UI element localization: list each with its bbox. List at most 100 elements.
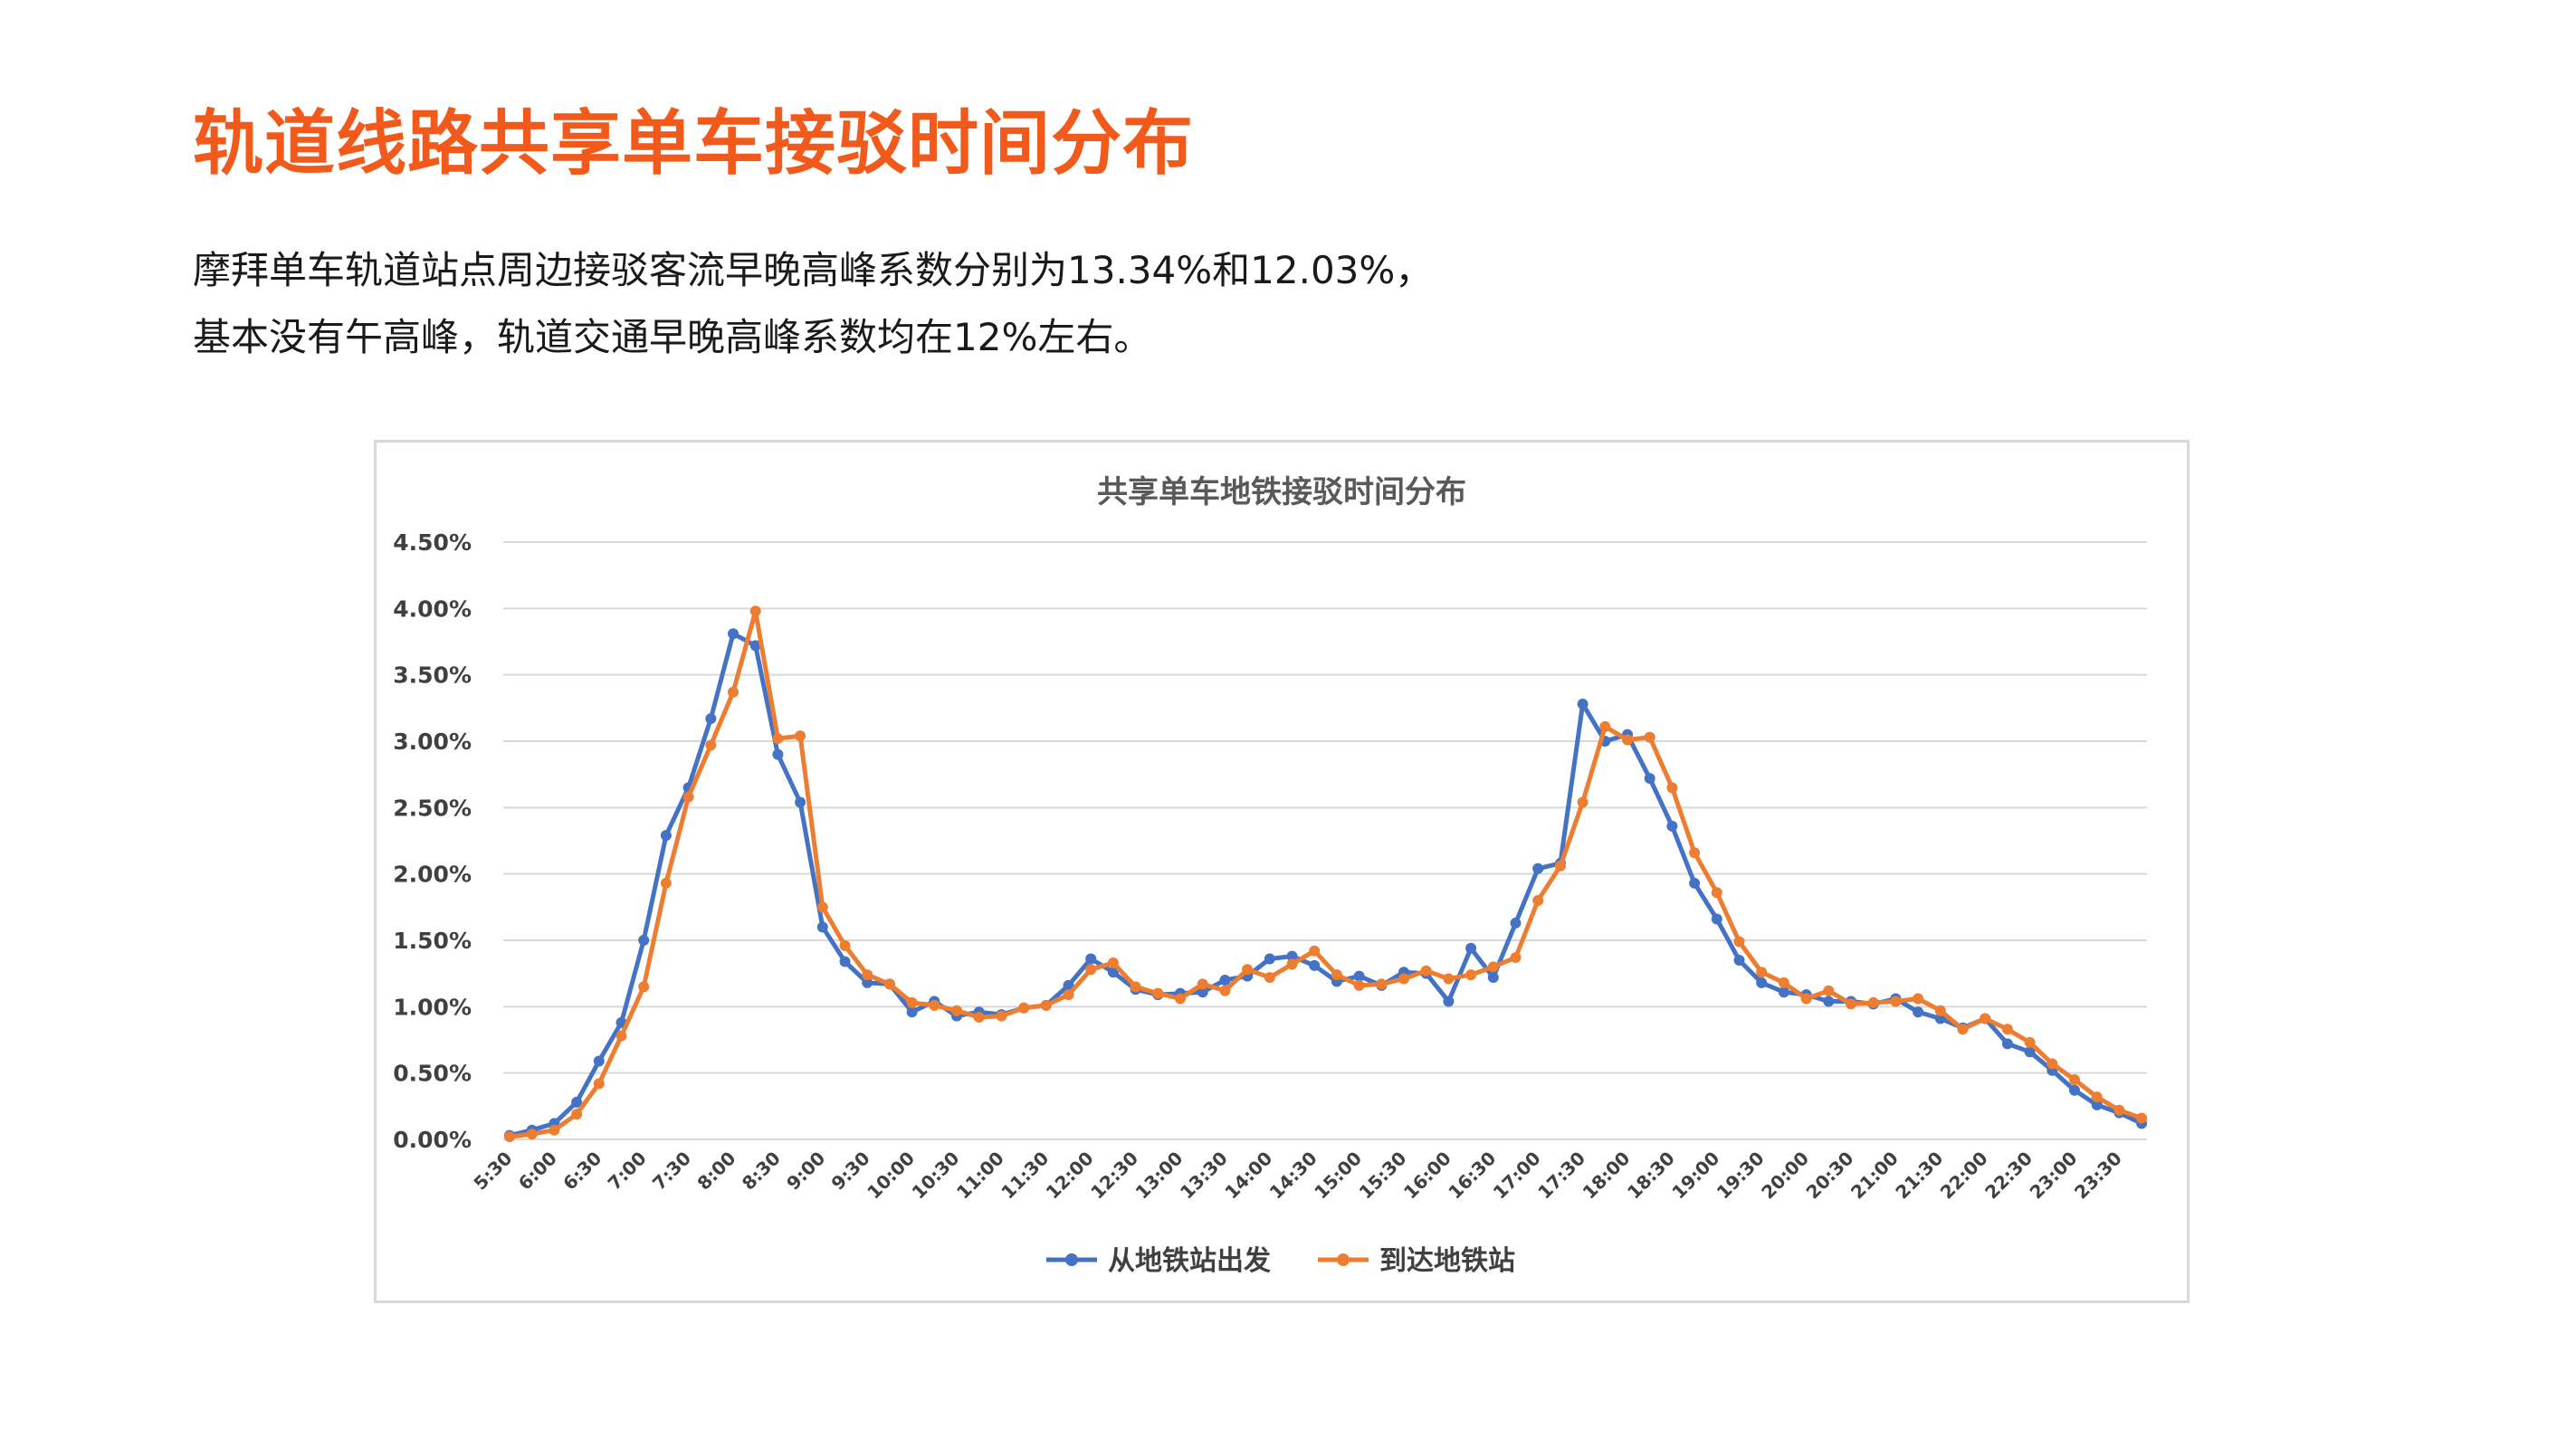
data-point <box>1309 959 1321 971</box>
chart-legend: 从地铁站出发 到达地铁站 <box>1046 1245 1515 1277</box>
data-point <box>1778 976 1789 988</box>
data-point <box>1398 973 1409 985</box>
data-point <box>1063 979 1074 991</box>
data-point <box>660 877 672 889</box>
data-point <box>1756 976 1768 988</box>
data-point <box>1890 996 1902 1007</box>
data-point <box>1487 972 1499 984</box>
data-point <box>1197 986 1208 998</box>
data-point <box>1846 998 1856 1010</box>
data-point <box>2069 1084 2080 1096</box>
data-point <box>2091 1091 2103 1103</box>
x-axis-ticks: 5:306:006:307:007:308:008:309:009:3010:0… <box>469 1148 2126 1204</box>
chart-frame: 共享单车地铁接驳时间分布 0.00% 0.50% 1.00% 1.50% 2.00% 2.… <box>374 440 2190 1303</box>
legend-item-1: 从地铁站出发 <box>1046 1245 1271 1277</box>
data-point <box>1733 936 1745 948</box>
data-point <box>1376 978 1388 990</box>
data-point <box>996 1010 1007 1022</box>
x-tick-label: 19:30 <box>1713 1148 1769 1204</box>
x-tick-label: 14:30 <box>1265 1148 1321 1204</box>
data-point <box>615 1030 627 1042</box>
data-point <box>839 956 851 967</box>
series-line <box>509 631 2143 1138</box>
data-point <box>862 976 873 988</box>
data-point <box>593 1055 605 1067</box>
data-point <box>1085 953 1097 965</box>
data-point <box>571 1096 583 1108</box>
data-point <box>1510 952 1522 964</box>
x-tick-label: 17:30 <box>1533 1148 1589 1204</box>
data-point <box>2024 1036 2036 1048</box>
data-point <box>2001 1024 2013 1035</box>
data-point <box>1599 720 1611 732</box>
data-point <box>929 999 940 1011</box>
x-tick-label: 11:00 <box>952 1148 1008 1204</box>
data-point <box>1644 731 1655 743</box>
x-tick-label: 22:00 <box>1936 1148 1992 1204</box>
x-tick-label: 22:30 <box>1980 1148 2037 1204</box>
x-tick-label: 20:30 <box>1802 1148 1858 1204</box>
data-point <box>816 921 828 933</box>
data-point <box>1219 985 1231 996</box>
legend-swatch-marker <box>1065 1253 1078 1266</box>
x-tick-label: 13:30 <box>1176 1148 1232 1204</box>
data-point <box>2136 1112 2148 1124</box>
x-tick-label: 5:30 <box>469 1148 516 1195</box>
data-point <box>504 1131 515 1143</box>
data-point <box>1980 1013 1991 1024</box>
data-point <box>1443 973 1455 985</box>
data-point <box>839 939 851 951</box>
y-tick-label: 4.00% <box>393 595 472 622</box>
data-point <box>2001 1038 2013 1050</box>
data-point <box>1622 734 1633 746</box>
data-point <box>1420 965 1432 976</box>
data-point <box>951 1005 962 1016</box>
x-tick-label: 20:00 <box>1757 1148 1813 1204</box>
data-point <box>1063 989 1074 1001</box>
x-tick-label: 9:00 <box>782 1148 829 1195</box>
data-point <box>638 981 650 993</box>
x-tick-label: 7:00 <box>604 1148 651 1195</box>
data-point <box>1353 979 1365 991</box>
data-point <box>1465 969 1477 981</box>
x-tick-label: 13:00 <box>1131 1148 1188 1204</box>
data-point <box>526 1129 538 1140</box>
x-tick-label: 8:30 <box>738 1148 785 1195</box>
data-point <box>1666 782 1678 794</box>
y-tick-label: 4.50% <box>393 529 472 556</box>
intro-line-2: 基本没有午高峰，轨道交通早晚高峰系数均在12%左右。 <box>193 315 1152 359</box>
data-point <box>1800 993 1812 1005</box>
data-point <box>772 748 784 760</box>
chart-title: 共享单车地铁接驳时间分布 <box>1097 474 1466 510</box>
data-point <box>1554 860 1566 872</box>
x-tick-label: 21:00 <box>1846 1148 1903 1204</box>
x-tick-label: 18:30 <box>1623 1148 1679 1204</box>
data-point <box>1510 917 1522 929</box>
line-chart: 共享单车地铁接驳时间分布 0.00% 0.50% 1.00% 1.50% 2.00% 2.… <box>393 474 2148 1277</box>
data-point <box>1107 967 1119 978</box>
legend-swatch-marker <box>1337 1253 1350 1266</box>
data-point <box>660 830 672 842</box>
data-point <box>906 996 918 1008</box>
data-point <box>1957 1024 1969 1035</box>
data-point <box>1644 773 1655 785</box>
data-point <box>1666 820 1678 832</box>
data-point <box>1197 978 1208 990</box>
data-point <box>705 713 717 725</box>
data-point <box>1353 970 1365 982</box>
x-tick-label: 8:00 <box>692 1148 739 1195</box>
x-tick-label: 16:00 <box>1399 1148 1455 1204</box>
x-tick-label: 10:30 <box>908 1148 964 1204</box>
legend-label: 从地铁站出发 <box>1108 1245 1271 1277</box>
data-point <box>795 796 806 808</box>
intro-line-1: 摩拜单车轨道站点周边接驳客流早晚高峰系数分别为13.34%和12.03%， <box>193 248 1434 292</box>
data-point <box>1733 955 1745 966</box>
data-point <box>1577 796 1589 808</box>
data-point <box>638 935 650 946</box>
data-point <box>1913 1006 1924 1018</box>
x-tick-label: 23:00 <box>2026 1148 2082 1204</box>
x-tick-label: 17:00 <box>1489 1148 1545 1204</box>
data-point <box>705 739 717 751</box>
data-point <box>749 605 761 617</box>
legend-label: 到达地铁站 <box>1379 1245 1515 1277</box>
